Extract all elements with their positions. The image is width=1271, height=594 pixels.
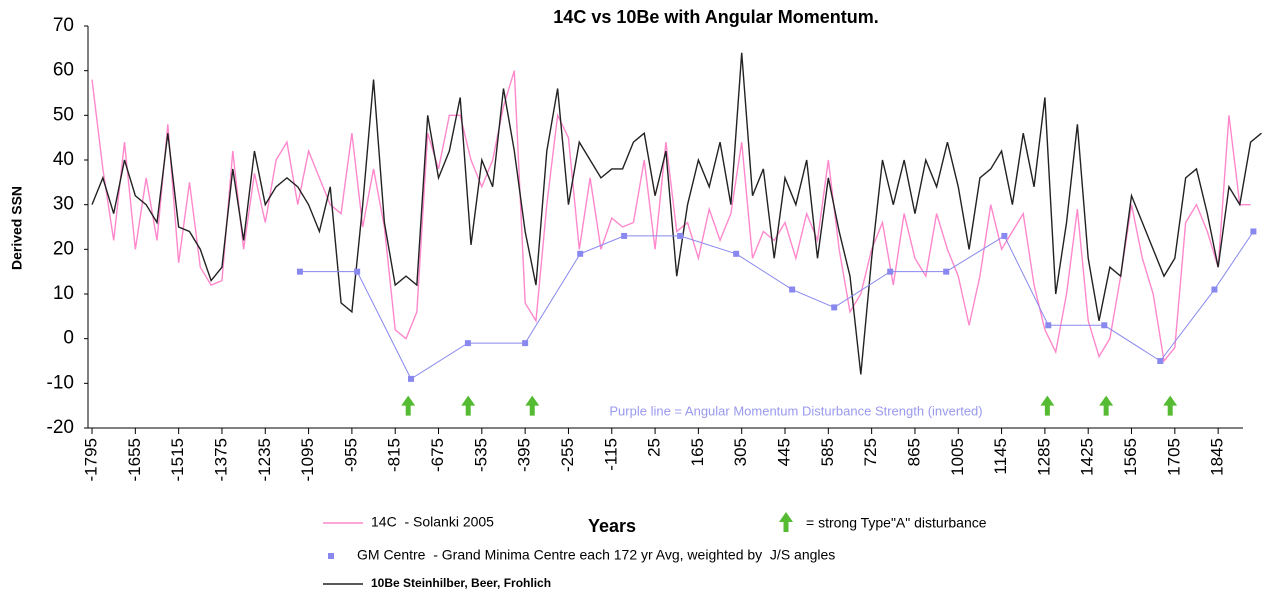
legend-label: GM Centre - Grand Minima Centre each 172… <box>357 547 835 563</box>
marker <box>887 268 894 275</box>
arrow <box>1163 395 1178 416</box>
chart-title: 14C vs 10Be with Angular Momentum. <box>553 7 878 27</box>
x-tick-label: -255 <box>558 438 577 472</box>
legend-marker <box>328 553 334 559</box>
series-line <box>91 52 1262 375</box>
x-tick-label: -955 <box>341 438 360 472</box>
y-tick-label: 30 <box>53 194 74 215</box>
x-tick-label: 1425 <box>1078 438 1097 476</box>
marker <box>577 250 584 257</box>
marker <box>831 304 838 311</box>
x-tick-label: 1845 <box>1208 438 1227 476</box>
arrow <box>1040 395 1055 416</box>
marker <box>621 232 628 239</box>
x-tick-label: -535 <box>471 438 490 472</box>
series-line <box>299 231 1254 380</box>
x-tick-label: 165 <box>688 438 707 466</box>
x-tick-label: 1145 <box>991 438 1010 475</box>
x-tick-label: 1705 <box>1164 438 1183 476</box>
x-tick-label: -1095 <box>298 438 317 481</box>
arrow <box>401 395 416 416</box>
y-tick-label: 20 <box>53 238 74 259</box>
annotation: Purple line = Angular Momentum Disturban… <box>609 403 982 418</box>
marker <box>522 340 529 347</box>
y-tick-label: 40 <box>53 149 74 170</box>
y-tick-label: -10 <box>47 372 74 393</box>
marker <box>943 268 950 275</box>
marker <box>407 375 414 382</box>
arrow <box>1099 395 1114 416</box>
x-tick-label: 585 <box>818 438 837 466</box>
x-tick-label: -1375 <box>211 438 230 481</box>
x-tick-label: 1565 <box>1121 438 1140 476</box>
x-tick-label: -395 <box>515 438 534 472</box>
x-tick-label: -815 <box>385 438 404 472</box>
x-tick-label: -1515 <box>168 438 187 481</box>
marker <box>1001 232 1008 239</box>
marker <box>1211 286 1218 293</box>
marker <box>296 268 303 275</box>
x-tick-label: -1655 <box>125 438 144 481</box>
marker <box>354 268 361 275</box>
marker <box>1045 322 1052 329</box>
marker <box>1157 358 1164 364</box>
arrow <box>461 395 476 416</box>
y-tick-label: 10 <box>53 283 74 304</box>
x-tick-label: 865 <box>904 438 923 466</box>
x-tick-label: 1005 <box>948 438 967 476</box>
y-axis-label: Derived SSN <box>9 186 25 270</box>
x-tick-label: -115 <box>601 438 620 471</box>
marker <box>789 286 796 293</box>
legend-arrow-label: = strong Type"A" disturbance <box>806 515 987 531</box>
x-tick-label: 305 <box>731 438 750 466</box>
y-tick-label: 50 <box>53 104 74 125</box>
legend-label: 14C - Solanki 2005 <box>371 514 494 530</box>
marker <box>1101 322 1108 329</box>
x-tick-label: 725 <box>861 438 880 466</box>
x-tick-label: 445 <box>775 438 794 466</box>
x-tick-label: -675 <box>428 438 447 472</box>
y-tick-label: 70 <box>53 15 74 36</box>
x-tick-label: 25 <box>645 438 664 457</box>
legend-label: 10Be Steinhilber, Beer, Frohlich <box>371 576 551 590</box>
series-line <box>91 70 1251 363</box>
arrow <box>525 395 540 416</box>
x-tick-label: -1795 <box>82 438 101 481</box>
marker <box>677 232 684 239</box>
x-tick-label: -1235 <box>255 438 274 481</box>
y-tick-label: 0 <box>63 328 74 349</box>
marker <box>733 250 740 257</box>
x-axis-label: Years <box>588 516 636 536</box>
marker <box>464 340 471 347</box>
y-tick-label: -20 <box>47 417 74 438</box>
y-tick-label: 60 <box>53 60 74 81</box>
legend-arrow <box>779 512 793 532</box>
x-tick-label: 1285 <box>1034 438 1053 476</box>
marker <box>1250 228 1257 235</box>
